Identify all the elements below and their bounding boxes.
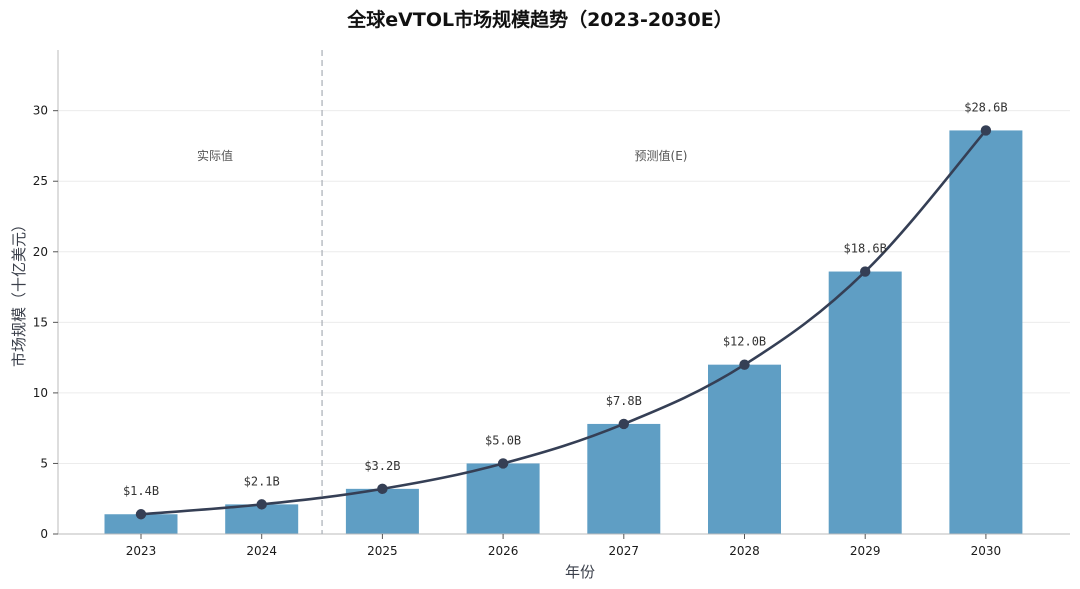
x-tick-label: 2028	[729, 544, 760, 558]
x-tick-label: 2025	[367, 544, 398, 558]
data-label: $12.0B	[723, 335, 766, 349]
y-tick-label: 5	[40, 456, 48, 470]
bar-2028	[708, 364, 781, 534]
data-label: $18.6B	[844, 242, 887, 256]
y-tick-label: 20	[33, 245, 48, 259]
bar-2023	[104, 514, 178, 534]
x-tick-label: 2026	[488, 544, 519, 558]
trend-marker-2026	[497, 458, 509, 469]
region-label: 预测值(E)	[635, 148, 688, 163]
bar-2029	[828, 271, 902, 534]
data-label: $5.0B	[485, 433, 521, 447]
y-axis-label: 市场规模（十亿美元）	[10, 217, 28, 367]
region-annotations: 实际值 预测值(E)	[197, 50, 688, 534]
data-label: $28.6B	[964, 100, 1007, 114]
trend-marker-2023	[135, 509, 147, 520]
x-tick-label: 2023	[126, 544, 157, 558]
axes	[57, 50, 1070, 535]
region-label: 实际值	[197, 148, 233, 163]
trend-marker-2030	[980, 125, 992, 136]
x-tick-label: 2024	[246, 544, 277, 558]
data-labels: $1.4B $2.1B $3.2B $5.0B $7.8B $12.0B $18.6B $28…	[123, 100, 1008, 498]
gridlines	[58, 110, 1070, 464]
x-tick-label: 2030	[971, 544, 1002, 558]
data-label: $2.1B	[244, 474, 280, 488]
data-label: $3.2B	[364, 459, 400, 473]
data-label: $7.8B	[606, 394, 642, 408]
x-tick-label: 2027	[609, 544, 640, 558]
bar-2026	[466, 463, 540, 534]
y-tick-label: 30	[33, 104, 48, 118]
y-tick-label: 0	[40, 527, 48, 541]
data-label: $1.4B	[123, 484, 159, 498]
trend-line	[135, 125, 992, 520]
trend-marker-2024	[256, 499, 267, 510]
bar-2027	[587, 423, 661, 534]
trend-marker-2029	[860, 266, 871, 277]
bar-2025	[345, 488, 419, 534]
y-tick-label: 10	[33, 386, 48, 400]
trend-marker-2028	[739, 359, 750, 370]
x-tick-label: 2029	[850, 544, 881, 558]
chart-title: 全球eVTOL市场规模趋势（2023-2030E）	[346, 8, 732, 31]
y-tick-label: 25	[33, 174, 48, 188]
trend-marker-2027	[618, 418, 629, 430]
trend-marker-2025	[377, 483, 388, 495]
bar-2030	[949, 130, 1023, 534]
y-tick-label: 15	[33, 315, 48, 329]
x-axis-label: 年份	[565, 563, 595, 581]
bars	[104, 130, 1023, 534]
